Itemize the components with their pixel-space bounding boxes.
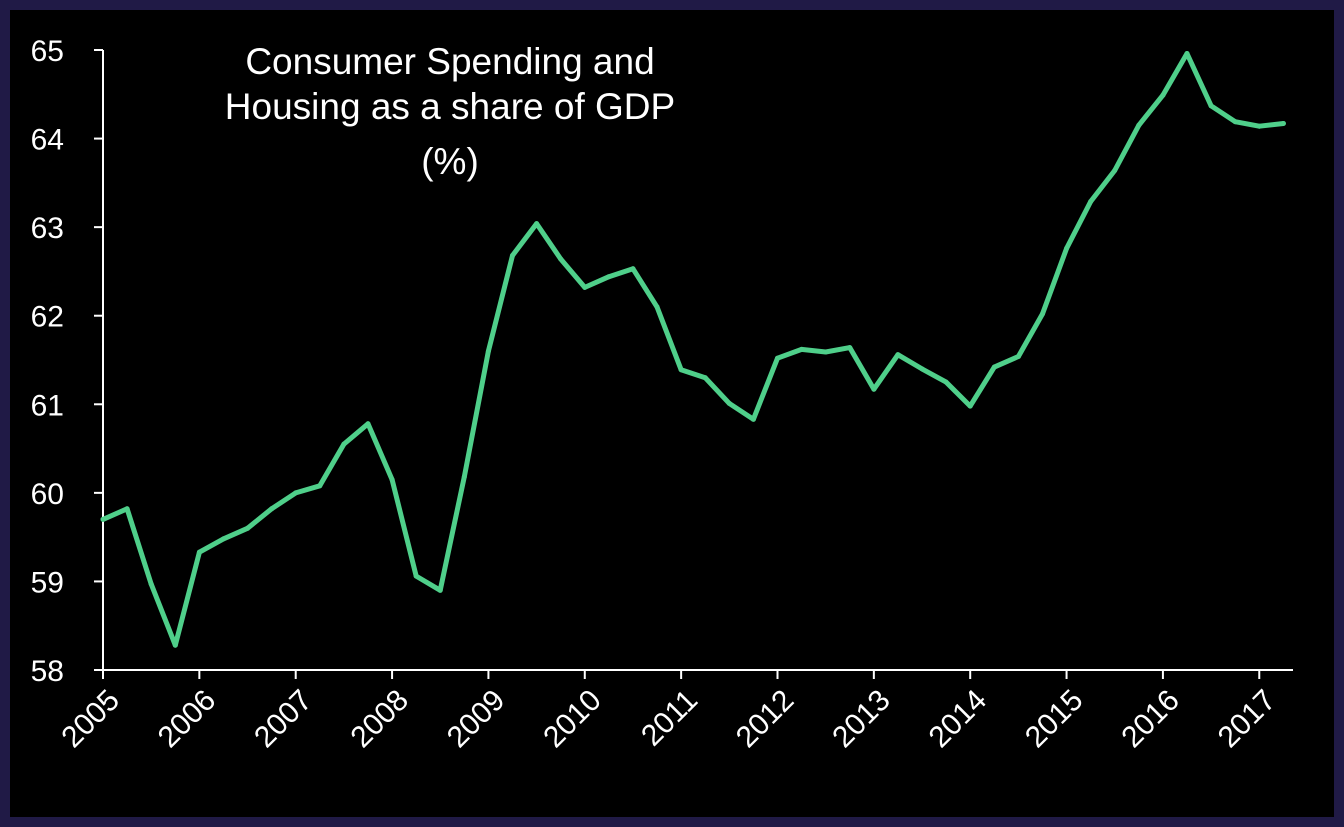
data-point <box>1184 51 1190 56</box>
x-tick-label: 2017 <box>1212 684 1283 755</box>
data-point <box>341 441 347 447</box>
x-tick-label: 2012 <box>730 684 801 755</box>
data-point <box>220 536 226 542</box>
data-point <box>775 355 780 361</box>
y-axis: 58 59 60 61 62 63 64 65 <box>31 35 104 688</box>
data-point <box>245 525 250 531</box>
data-point <box>726 400 732 406</box>
data-point <box>1088 199 1094 204</box>
x-tick-label: 2016 <box>1115 684 1186 755</box>
data-point <box>389 477 395 483</box>
y-tick-label: 60 <box>31 478 64 511</box>
data-point <box>750 416 756 422</box>
data-point <box>847 345 853 351</box>
data-point <box>967 403 973 409</box>
series-line <box>100 51 1286 648</box>
data-point <box>1040 311 1045 317</box>
data-point <box>606 274 612 280</box>
data-point <box>678 367 684 373</box>
data-point <box>437 587 443 593</box>
data-point <box>365 421 371 427</box>
data-point <box>630 266 636 272</box>
data-point <box>534 221 540 227</box>
data-point <box>317 483 323 489</box>
data-point <box>895 352 901 358</box>
data-point <box>823 349 829 355</box>
data-point <box>1112 168 1118 173</box>
x-tick-label: 2014 <box>923 684 994 755</box>
y-tick-label: 58 <box>31 655 64 688</box>
data-point <box>100 516 106 522</box>
data-point <box>1280 121 1286 126</box>
chart-title-line-3: (%) <box>421 141 479 182</box>
data-point <box>919 366 925 372</box>
data-point <box>461 474 467 480</box>
chart-area <box>10 10 1334 817</box>
data-point <box>799 346 805 352</box>
x-tick-label: 2015 <box>1019 684 1090 755</box>
data-point <box>1015 354 1021 359</box>
x-tick-label: 2009 <box>441 684 512 755</box>
data-point <box>1136 122 1142 128</box>
x-tick-label: 2011 <box>635 684 704 753</box>
data-point <box>413 573 419 579</box>
x-tick-label: 2005 <box>55 684 126 755</box>
data-point <box>702 375 708 381</box>
data-point <box>943 379 949 385</box>
data-point <box>558 256 564 262</box>
x-tick-label: 2007 <box>248 684 319 755</box>
data-point <box>293 490 299 496</box>
data-point <box>172 642 178 648</box>
data-point <box>148 581 154 587</box>
chart-title: Consumer Spending and Housing as a share… <box>225 41 675 182</box>
x-tick-label: 2013 <box>826 684 897 755</box>
y-tick-label: 61 <box>31 389 64 422</box>
x-axis: 2005 2006 2007 2008 2009 2010 2011 2012 2013 2014… <box>55 669 1293 755</box>
data-point <box>654 304 660 310</box>
y-tick-label: 62 <box>31 301 64 334</box>
series-group <box>100 51 1286 648</box>
data-point <box>1208 103 1214 109</box>
data-point <box>871 386 877 392</box>
y-tick-label: 64 <box>31 124 64 157</box>
y-tick-label: 59 <box>31 566 64 599</box>
data-point <box>124 506 130 512</box>
data-point <box>582 284 588 290</box>
data-point <box>1064 245 1070 251</box>
data-point <box>991 364 997 370</box>
data-point <box>196 549 202 555</box>
y-tick-label: 65 <box>31 35 64 68</box>
data-point <box>1256 123 1262 129</box>
chart-title-line-1: Consumer Spending and <box>245 41 654 82</box>
y-tick-label: 63 <box>31 212 64 245</box>
data-point <box>510 253 515 258</box>
data-point <box>1232 119 1238 125</box>
x-tick-label: 2006 <box>152 684 223 755</box>
x-tick-label: 2008 <box>344 684 415 755</box>
data-point <box>1160 92 1166 98</box>
x-tick-label: 2010 <box>537 684 608 755</box>
chart-title-line-2: Housing as a share of GDP <box>225 86 675 127</box>
data-point <box>269 506 275 512</box>
data-point <box>485 348 491 354</box>
